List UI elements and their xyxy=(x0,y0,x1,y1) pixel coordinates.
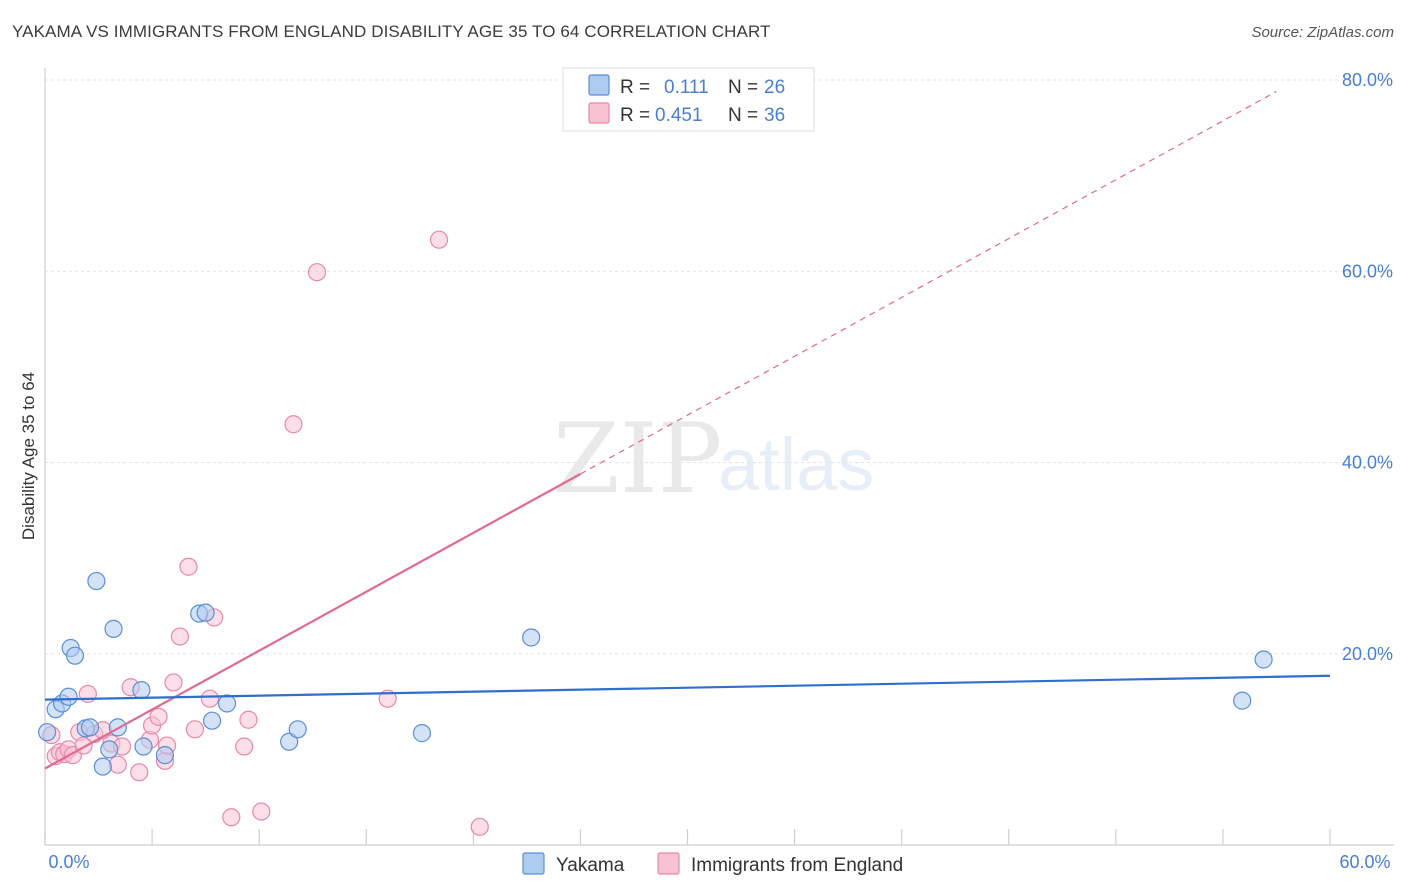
yakama-point-19 xyxy=(202,711,222,730)
legend-n-label-2: N = xyxy=(728,105,758,126)
england-point-32 xyxy=(284,415,303,434)
england-point-33 xyxy=(307,263,327,282)
yakama-point-20 xyxy=(217,694,237,713)
england-point-36 xyxy=(470,817,489,836)
legend-swatch-yakama xyxy=(588,74,610,96)
yakama-point-1 xyxy=(38,723,57,742)
england-point-19 xyxy=(149,707,168,726)
yakama-point-14 xyxy=(132,680,151,700)
england-point-25 xyxy=(185,720,205,739)
yakama-point-11 xyxy=(100,740,119,759)
legend-n-label-1: N = xyxy=(728,77,758,98)
yakama-point-10 xyxy=(93,757,112,776)
legend-swatch-england xyxy=(588,102,610,124)
yakama-point-15 xyxy=(134,737,153,756)
x-tick-label-min: 0.0% xyxy=(48,852,89,872)
gridlines xyxy=(45,79,1394,655)
x-axis-ticks xyxy=(44,829,1331,845)
yakama-point-12 xyxy=(104,619,123,638)
watermark-atlas: atlas xyxy=(718,423,874,506)
y-axis-title: Disability Age 35 to 64 xyxy=(19,372,38,540)
series-legend: Yakama Immigrants from England xyxy=(522,852,903,876)
y-tick-label-60: 60.0% xyxy=(1342,261,1393,281)
england-point-23 xyxy=(170,627,190,646)
legend-n-value-1: 26 xyxy=(764,77,785,98)
england-point-24 xyxy=(179,557,198,576)
bottom-legend-swatch-england xyxy=(657,852,680,875)
y-tick-label-80: 80.0% xyxy=(1342,70,1393,90)
england-point-28 xyxy=(222,808,241,827)
england-point-35 xyxy=(429,230,449,249)
england-point-26 xyxy=(200,689,220,708)
yakama-point-25 xyxy=(1233,691,1252,710)
yakama-point-22 xyxy=(288,720,307,739)
yakama-point-26 xyxy=(1254,650,1273,669)
watermark: ZIP atlas xyxy=(553,403,874,515)
yakama-point-23 xyxy=(412,724,432,743)
bottom-legend-label-yakama: Yakama xyxy=(556,855,625,876)
yakama-point-21 xyxy=(280,732,299,751)
yakama-point-8 xyxy=(80,718,100,737)
chart-title: YAKAMA VS IMMIGRANTS FROM ENGLAND DISABI… xyxy=(12,22,771,41)
watermark-zip: ZIP xyxy=(553,403,722,515)
trend-line-england xyxy=(44,473,581,770)
legend-n-value-2: 36 xyxy=(764,105,785,126)
y-axis-tick-labels: 20.0% 40.0% 60.0% 80.0% xyxy=(1342,70,1393,664)
bottom-legend-label-england: Immigrants from England xyxy=(691,855,903,876)
y-tick-label-20: 20.0% xyxy=(1342,644,1393,664)
legend-r-value-2: 0.451 xyxy=(655,105,703,126)
yakama-point-24 xyxy=(522,628,541,647)
england-point-30 xyxy=(239,710,258,729)
yakama-point-9 xyxy=(87,571,106,591)
trend-line-yakama xyxy=(44,674,1331,701)
legend-r-value-1: 0.111 xyxy=(664,77,709,98)
y-tick-label-40: 40.0% xyxy=(1342,453,1393,473)
yakama-point-18 xyxy=(196,603,215,622)
england-point-16 xyxy=(130,763,149,782)
legend-r-label-2: R = xyxy=(620,105,650,126)
series-yakama-points xyxy=(38,571,1273,776)
england-point-31 xyxy=(252,802,271,821)
england-point-22 xyxy=(164,673,183,692)
stats-legend: R = 0.111 N = 26 R = 0.451 N = 36 xyxy=(562,67,815,132)
england-point-13 xyxy=(108,755,127,774)
england-point-29 xyxy=(235,737,254,756)
yakama-point-4 xyxy=(59,687,78,706)
bottom-legend-swatch-yakama xyxy=(522,852,545,875)
trend-line-england-dashed xyxy=(580,90,1277,475)
yakama-point-6 xyxy=(65,646,85,665)
legend-r-label-1: R = xyxy=(620,77,650,98)
yakama-point-16 xyxy=(155,746,175,765)
x-tick-label-max: 60.0% xyxy=(1339,852,1390,872)
chart-source: Source: ZipAtlas.com xyxy=(1251,24,1394,41)
